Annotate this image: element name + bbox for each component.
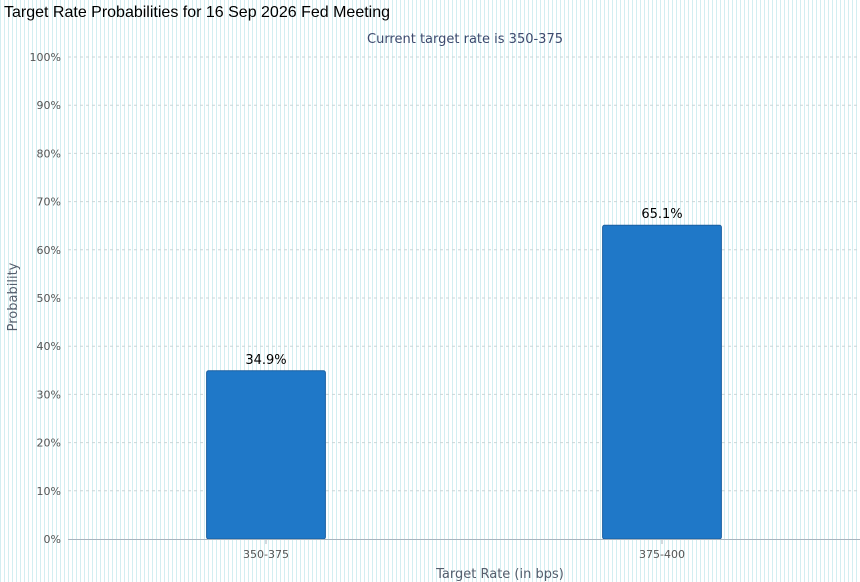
y-tick-label: 80% — [37, 147, 61, 160]
y-tick-label: 60% — [37, 244, 61, 257]
x-axis-title: Target Rate (in bps) — [435, 567, 564, 582]
data-label: 34.9% — [245, 353, 286, 368]
x-tick-label: 350-375 — [243, 548, 289, 561]
y-axis-title: Probability — [6, 262, 21, 331]
bars: 34.9% 65.1% — [206, 207, 722, 540]
y-tick-label: 100% — [30, 51, 61, 64]
y-tick-label: 30% — [37, 388, 61, 401]
bar-350-375[interactable] — [206, 370, 326, 540]
y-tick-label: 50% — [37, 292, 61, 305]
y-axis-ticks: 0% 10% 20% 30% 40% 50% 60% 70% 80% 90% 100% — [30, 51, 61, 546]
y-tick-label: 0% — [44, 533, 61, 546]
y-tick-label: 70% — [37, 196, 61, 209]
x-tick-label: 375-400 — [639, 548, 685, 561]
gridlines — [68, 56, 860, 492]
page-title: Target Rate Probabilities for 16 Sep 202… — [4, 4, 391, 21]
y-tick-label: 90% — [37, 99, 61, 112]
bar-375-400[interactable] — [602, 224, 722, 540]
data-label: 65.1% — [641, 207, 682, 222]
x-axis-ticks: 350-375 375-400 — [243, 539, 685, 561]
y-tick-label: 10% — [37, 485, 61, 498]
y-tick-label: 20% — [37, 437, 61, 450]
y-tick-label: 40% — [37, 340, 61, 353]
chart-subtitle: Current target rate is 350-375 — [367, 32, 563, 47]
